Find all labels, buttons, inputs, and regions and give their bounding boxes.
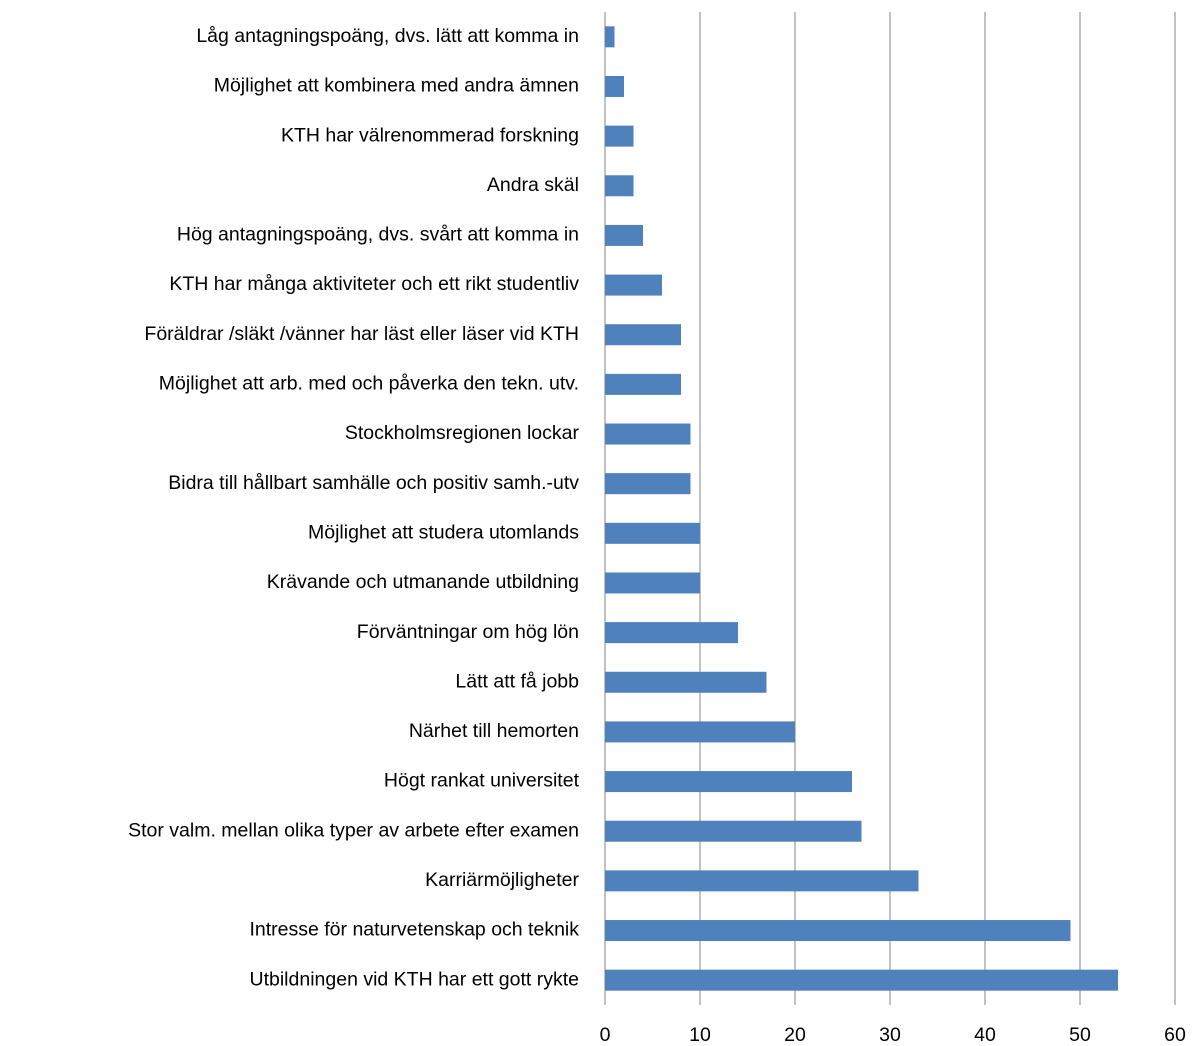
bar: [605, 175, 634, 197]
y-tick-label: Låg antagningspoäng, dvs. lätt att komma…: [196, 25, 579, 47]
y-tick-label: Stockholmsregionen lockar: [345, 422, 580, 444]
y-tick-label: Andra skäl: [487, 174, 579, 196]
y-tick-label: Förväntningar om hög lön: [357, 621, 579, 643]
x-tick-label: 40: [974, 1024, 996, 1046]
y-tick-label: Möjlighet att arb. med och påverka den t…: [159, 373, 579, 395]
x-tick-label: 20: [784, 1024, 806, 1046]
x-tick-label: 0: [600, 1024, 611, 1046]
bar: [605, 920, 1071, 942]
x-tick-label: 60: [1164, 1024, 1186, 1046]
bar: [605, 870, 919, 892]
y-tick-label: Lätt att få jobb: [455, 670, 579, 692]
bar: [605, 671, 767, 693]
y-tick-label: Högt rankat universitet: [384, 770, 580, 792]
x-tick-label: 10: [689, 1024, 711, 1046]
y-tick-label: Intresse för naturvetenskap och teknik: [249, 919, 579, 941]
y-tick-label: Karriärmöjligheter: [425, 869, 579, 891]
y-tick-label: Närhet till hemorten: [409, 720, 579, 742]
bar: [605, 721, 795, 743]
x-tick-label: 30: [879, 1024, 901, 1046]
bar: [605, 125, 634, 147]
bar: [605, 969, 1118, 991]
bar: [605, 26, 615, 48]
y-tick-label: KTH har många aktiviteter och ett rikt s…: [169, 273, 579, 295]
bar: [605, 572, 700, 594]
bar: [605, 522, 700, 544]
x-tick-label: 50: [1069, 1024, 1091, 1046]
y-tick-label: Utbildningen vid KTH har ett gott rykte: [250, 968, 580, 990]
bar: [605, 373, 681, 395]
bar: [605, 771, 852, 793]
y-tick-label: KTH har välrenommerad forskning: [281, 124, 579, 146]
bar: [605, 622, 738, 644]
bar: [605, 75, 624, 97]
y-tick-label: Hög antagningspoäng, dvs. svårt att komm…: [177, 224, 579, 246]
bar: [605, 820, 862, 842]
bar: [605, 274, 662, 296]
y-tick-label: Möjlighet att studera utomlands: [308, 521, 579, 543]
bar: [605, 324, 681, 346]
y-tick-label: Bidra till hållbart samhälle och positiv…: [168, 472, 579, 494]
bar: [605, 224, 643, 246]
y-tick-label: Föräldrar /släkt /vänner har läst eller …: [144, 323, 579, 345]
bar: [605, 473, 691, 495]
y-tick-label: Krävande och utmanande utbildning: [267, 571, 579, 593]
y-tick-label: Möjlighet att kombinera med andra ämnen: [214, 75, 579, 97]
bar: [605, 423, 691, 445]
y-tick-label: Stor valm. mellan olika typer av arbete …: [128, 819, 579, 841]
